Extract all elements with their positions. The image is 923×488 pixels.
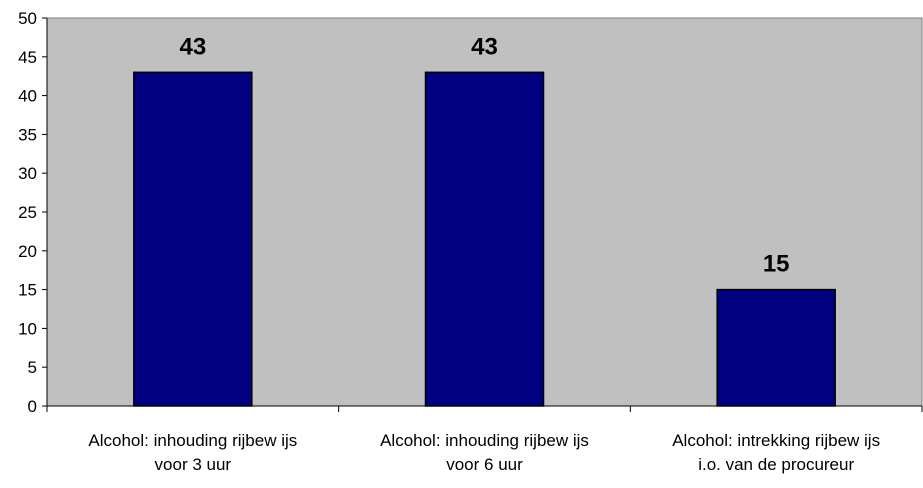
y-tick-label-40: 40	[18, 87, 37, 106]
category-label-line: i.o. van de procureur	[698, 455, 854, 474]
bar-1	[133, 71, 253, 407]
y-tick-label-20: 20	[18, 242, 37, 261]
category-label-line: voor 3 uur	[155, 455, 232, 474]
y-tick-label-45: 45	[18, 48, 37, 67]
y-tick-label-30: 30	[18, 164, 37, 183]
data-label-3: 15	[763, 251, 790, 278]
axes-layer	[42, 17, 923, 412]
data-label-1: 43	[179, 33, 206, 60]
category-label-3: Alcohol: intrekking rijbew ijs i.o. van d…	[672, 431, 880, 474]
category-label-1: Alcohol: inhouding rijbew ijs voor 3 uur	[88, 431, 297, 474]
y-tick-label-10: 10	[18, 319, 37, 338]
data-label-2: 43	[471, 33, 498, 60]
y-tick-label-5: 5	[28, 358, 37, 377]
category-label-line: Alcohol: intrekking rijbew ijs	[672, 431, 880, 450]
category-label-line: Alcohol: inhouding rijbew ijs	[88, 431, 297, 450]
y-tick-label-50: 50	[18, 9, 37, 28]
labels-layer: 43 43 15 0 5 10 15 20 25 30 35 40 45 50 Alcohol: inhou…	[18, 9, 880, 474]
y-tick-label-15: 15	[18, 281, 37, 300]
y-tick-label-35: 35	[18, 125, 37, 144]
bar-2	[424, 71, 545, 407]
y-tick-label-0: 0	[28, 397, 37, 416]
y-tick-label-25: 25	[18, 203, 37, 222]
category-label-line: Alcohol: inhouding rijbew ijs	[380, 431, 589, 450]
bar-3	[716, 288, 836, 407]
bars-layer	[133, 71, 836, 407]
category-label-2: Alcohol: inhouding rijbew ijs voor 6 uur	[380, 431, 589, 474]
category-label-line: voor 6 uur	[446, 455, 523, 474]
